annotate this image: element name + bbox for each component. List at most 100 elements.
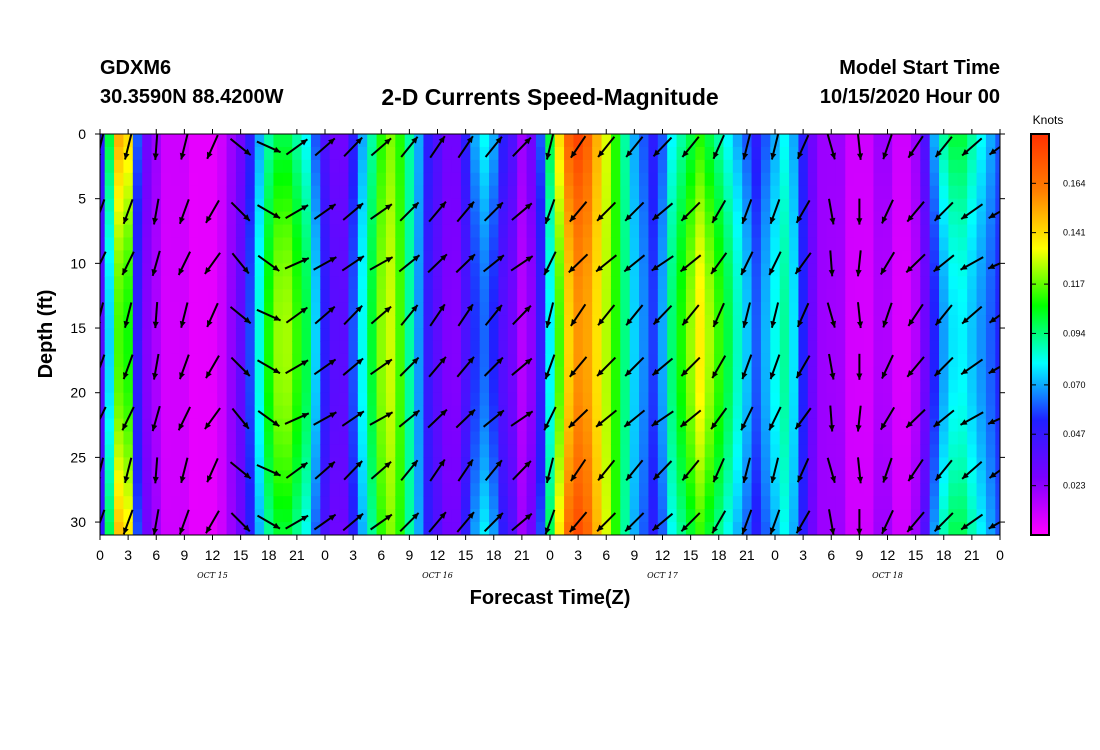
heatmap-cell — [442, 509, 453, 523]
heatmap-cell — [573, 379, 584, 394]
heatmap-cell — [892, 224, 903, 239]
heatmap-cell — [310, 250, 321, 264]
heatmap-cell — [873, 250, 884, 264]
heatmap-cell — [939, 198, 950, 213]
heatmap-cell — [939, 263, 950, 277]
heatmap-cell — [254, 444, 265, 458]
heatmap-cell — [901, 146, 912, 161]
heatmap-cell — [545, 366, 556, 381]
heatmap-cell — [376, 134, 387, 148]
heatmap-cell — [517, 496, 528, 510]
heatmap-cell — [348, 483, 359, 497]
heatmap-cell — [245, 172, 256, 187]
heatmap-cell — [226, 340, 237, 355]
heatmap-cell — [639, 250, 650, 264]
heatmap-cell — [189, 289, 200, 303]
heatmap-cell — [554, 353, 565, 368]
heatmap-cell — [901, 198, 912, 213]
heatmap-cell — [845, 405, 856, 420]
current-arrow-head — [680, 265, 688, 272]
heatmap-cell — [789, 289, 800, 303]
heatmap-cell — [807, 392, 818, 407]
current-arrow-head — [741, 527, 748, 535]
heatmap-cell — [489, 457, 500, 471]
heatmap-cell — [526, 522, 537, 535]
heatmap-cell — [432, 522, 443, 535]
current-arrow-head — [741, 423, 747, 431]
current-arrow-head — [795, 267, 802, 274]
heatmap-cell — [292, 172, 303, 187]
colorbar-tick-label: 0.117 — [1063, 279, 1085, 289]
current-arrow-head — [467, 356, 474, 364]
heatmap-cell — [817, 185, 828, 200]
current-arrow-head — [681, 524, 688, 532]
heatmap-cell — [610, 457, 621, 471]
heatmap-cell — [704, 134, 715, 148]
heatmap-cell — [657, 340, 668, 355]
heatmap-cell — [685, 379, 696, 394]
heatmap-cell — [198, 509, 209, 523]
heatmap-cell — [217, 159, 228, 174]
heatmap-cell — [226, 470, 237, 484]
heatmap-cell — [826, 134, 837, 148]
heatmap-cell — [385, 457, 396, 471]
heatmap-cell — [817, 276, 828, 290]
heatmap-cell — [695, 328, 706, 342]
heatmap-cell — [779, 366, 790, 381]
heatmap-cell — [695, 392, 706, 407]
heatmap-cell — [967, 392, 978, 407]
heatmap-cell — [995, 392, 1000, 407]
heatmap-cell — [142, 159, 153, 174]
heatmap-cell — [657, 224, 668, 239]
heatmap-cell — [404, 146, 415, 161]
heatmap-cell — [601, 276, 612, 290]
heatmap-cell — [639, 276, 650, 290]
heatmap-cell — [939, 289, 950, 303]
heatmap-cell — [807, 315, 818, 329]
heatmap-cell — [226, 366, 237, 381]
heatmap-cell — [526, 496, 537, 510]
heatmap-cell — [245, 198, 256, 213]
heatmap-cell — [470, 340, 481, 355]
heatmap-cell — [132, 457, 143, 471]
heatmap-cell — [770, 340, 781, 355]
heatmap-cell — [742, 444, 753, 458]
heatmap-cell — [751, 146, 762, 161]
heatmap-cell — [929, 289, 940, 303]
heatmap-cell — [948, 379, 959, 394]
heatmap-cell — [479, 470, 490, 484]
heatmap-cell — [939, 211, 950, 226]
heatmap-cell — [264, 392, 275, 407]
heatmap-cell — [282, 211, 293, 226]
heatmap-cell — [414, 366, 425, 381]
heatmap-cell — [742, 224, 753, 239]
heatmap-cell — [217, 198, 228, 213]
current-arrow-shaft — [100, 406, 107, 421]
heatmap-cell — [939, 276, 950, 290]
heatmap-cell — [920, 159, 931, 174]
heatmap-cell — [910, 522, 921, 535]
heatmap-cell — [282, 263, 293, 277]
heatmap-cell — [104, 431, 115, 446]
heatmap-cell — [498, 289, 509, 303]
heatmap-cell — [723, 250, 734, 264]
x-tick-label: 3 — [799, 547, 807, 563]
heatmap-cell — [479, 340, 490, 355]
heatmap-cell — [123, 509, 134, 523]
heatmap-cell — [714, 405, 725, 420]
heatmap-cell — [320, 392, 331, 407]
heatmap-cell — [798, 483, 809, 497]
heatmap-cell — [620, 159, 631, 174]
current-arrow-head — [468, 409, 475, 417]
heatmap-cell — [245, 276, 256, 290]
x-tick-label: 15 — [233, 547, 249, 563]
heatmap-cell — [685, 263, 696, 277]
heatmap-cell — [226, 276, 237, 290]
heatmap-cell — [685, 418, 696, 433]
heatmap-cell — [601, 457, 612, 471]
heatmap-cell — [704, 353, 715, 368]
heatmap-cell — [535, 134, 546, 148]
heatmap-cell — [948, 237, 959, 252]
heatmap-cell — [685, 431, 696, 446]
heatmap-cell — [460, 522, 471, 535]
